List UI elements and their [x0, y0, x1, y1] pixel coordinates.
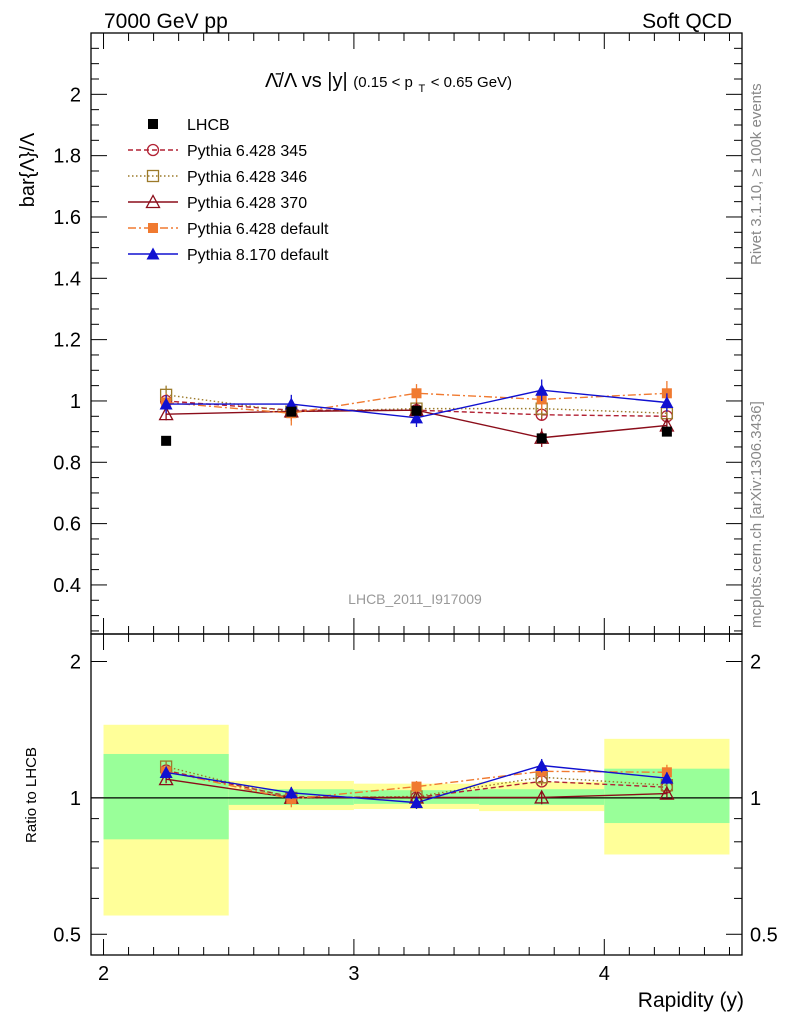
x-axis-label: Rapidity (y) [638, 989, 744, 1012]
x-tick-label: 4 [599, 963, 610, 985]
series-ratio-4 [159, 758, 674, 809]
legend-entry: Pythia 6.428 346 [128, 169, 307, 186]
ratio-point [410, 796, 423, 809]
y-tick-label: 1.6 [53, 207, 81, 229]
ratio-point [158, 771, 174, 786]
plot-title: Λ̄/Λ vs |y| (0.15 < p T < 0.65 GeV) [265, 70, 512, 97]
plot-title-main: Λ̄/Λ vs |y| [265, 70, 348, 92]
series-point [284, 397, 298, 410]
y-tick-label: 0.6 [53, 514, 81, 536]
legend-label: LHCB [187, 117, 230, 134]
legend-entry: Pythia 6.428 345 [128, 143, 307, 160]
series-point [411, 388, 422, 399]
ratio-panel: 0.5 0.5 1 1 2 2 [53, 633, 778, 956]
legend-label: Pythia 6.428 346 [187, 169, 307, 186]
y-tick-label: 1.2 [53, 330, 81, 352]
series-line [166, 394, 667, 414]
legend-entry: Pythia 6.428 370 [128, 194, 307, 212]
legend-entry: Pythia 8.170 default [128, 247, 329, 264]
ratio-tick-label-left: 1 [70, 788, 81, 810]
ratio-tick-label-right: 1 [750, 788, 761, 810]
legend-marker [148, 223, 158, 233]
series-point [158, 406, 174, 421]
ratio-point [535, 759, 549, 772]
x-tick-label: 2 [98, 963, 109, 985]
y-tick-label: 1.4 [53, 268, 81, 290]
ratio-point [284, 786, 298, 799]
mcplots-label: mcplots.cern.ch [arXiv:1306.3436] [748, 401, 765, 628]
header-energy-label: 7000 GeV pp [104, 10, 228, 33]
ratio-y-axis-label: Ratio to LHCB [23, 747, 40, 843]
data-point [286, 406, 297, 417]
data-point [161, 435, 172, 446]
legend-label: Pythia 6.428 345 [187, 143, 307, 160]
data-point [536, 433, 547, 444]
ratio-point [534, 789, 550, 804]
rivet-version-label: Rivet 3.1.10, ≥ 100k events [748, 83, 765, 265]
legend-marker [145, 194, 161, 209]
ratio-series-line [165, 770, 667, 800]
plot-title-range-suffix: < 0.65 GeV) [431, 74, 512, 91]
analysis-tag: LHCB_2011_I917009 [348, 591, 482, 607]
y-tick-label: 1 [70, 391, 81, 413]
y-tick-label: 1.8 [53, 146, 81, 168]
legend-marker [148, 119, 158, 129]
legend: LHCB Pythia 6.428 345 Pythia 6.428 346 Pyth… [128, 117, 329, 264]
ratio-tick-label-right: 0.5 [750, 924, 778, 946]
y-axis-label: bar{Λ}/Λ [17, 132, 39, 207]
series-point [660, 395, 674, 408]
data-point [661, 426, 672, 437]
plot-title-range-prefix: (0.15 < p [353, 74, 413, 91]
ratio-point [159, 765, 173, 778]
legend-label: Pythia 6.428 370 [187, 195, 307, 212]
y-tick-label: 2 [70, 84, 81, 106]
axis-ticks [91, 32, 742, 955]
series-point [159, 397, 173, 410]
series-point [410, 411, 423, 424]
y-tick-label: 0.8 [53, 452, 81, 474]
legend-entry: LHCB [148, 117, 230, 134]
legend-marker [146, 143, 160, 157]
ratio-point [411, 781, 422, 792]
legend-marker [146, 247, 160, 260]
legend-label: Pythia 8.170 default [187, 247, 329, 264]
series-main-4 [159, 379, 674, 428]
ratio-tick-label-left: 2 [70, 651, 81, 673]
header-category-label: Soft QCD [642, 10, 732, 33]
ratio-tick-label-left: 0.5 [53, 924, 81, 946]
data-points [161, 405, 672, 446]
y-tick-label: 0.4 [53, 575, 81, 597]
ratio-point [659, 785, 675, 800]
legend-label: Pythia 6.428 default [187, 221, 329, 238]
x-tick-label: 3 [348, 963, 359, 985]
ratio-tick-label-right: 2 [750, 651, 761, 673]
ratio-point [660, 771, 674, 784]
plot-title-range-sub: T [418, 83, 425, 95]
series-point [535, 383, 549, 396]
legend-entry: Pythia 6.428 default [128, 221, 329, 238]
legend-marker [146, 169, 160, 183]
data-point [411, 405, 422, 416]
ratio-frame [90, 633, 743, 956]
